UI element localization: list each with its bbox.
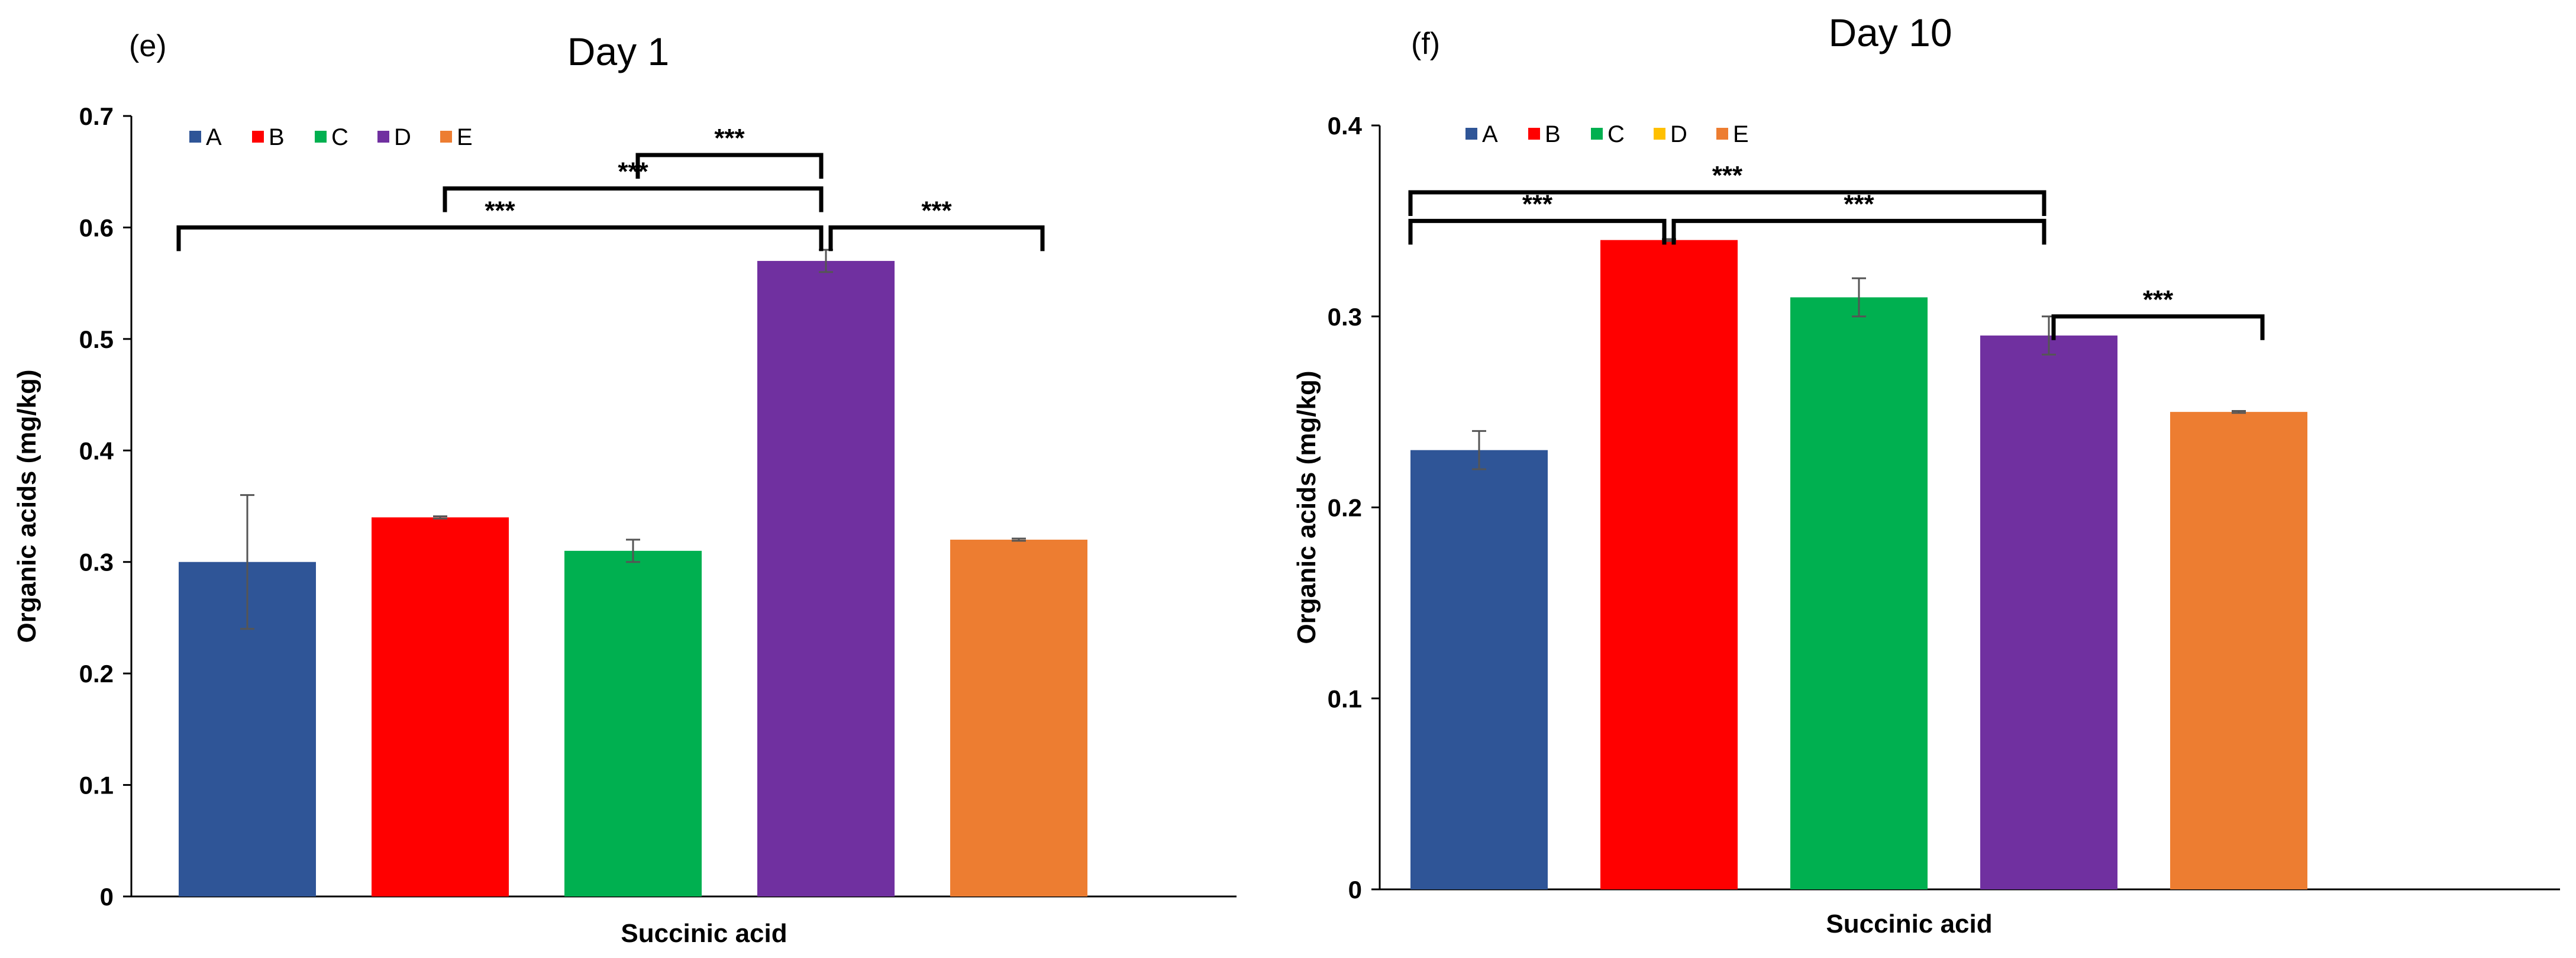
chart-e: Day 1 0 0.1 0.2 0.3 0.4 0.5 0.6 0.7 Organic acids…	[12, 30, 1237, 948]
legend-swatch	[1528, 128, 1540, 140]
bar-C	[564, 550, 702, 896]
panel-label: (e)	[129, 29, 167, 63]
x-axis-label: Succinic acid	[1826, 909, 1992, 938]
legend-swatch	[1591, 128, 1603, 140]
legend-label: B	[269, 124, 285, 150]
chart-panel-f: (f) Day 10 0 0.1 0.2 0.3 0.4 Organic acids (mg…	[1288, 0, 2576, 958]
significance-label: ***	[921, 196, 952, 225]
bar-D	[757, 260, 895, 896]
significance-bracket	[2051, 314, 2265, 340]
bar-A	[1410, 450, 1548, 889]
y-tick-label: 0.1	[1328, 685, 1362, 712]
significance-label: ***	[485, 196, 515, 225]
significance-label: ***	[1844, 189, 1874, 218]
chart-panel-e: (e) Day 1 0 0.1 0.2 0.3 0.4 0.5 0.6 0.7 Organic a…	[12, 29, 1237, 948]
significance-label: ***	[2143, 285, 2174, 314]
legend-label: C	[331, 124, 348, 150]
chart-title: Day 1	[567, 30, 669, 73]
y-tick-label: 0.1	[79, 772, 114, 799]
legend-swatch	[1716, 128, 1728, 140]
significance-bracket	[1408, 190, 2046, 216]
significance-bracket	[1408, 218, 1667, 245]
significance-label: ***	[1712, 161, 1743, 190]
legend-label: E	[1733, 121, 1749, 147]
legend-label: D	[394, 124, 411, 150]
significance-label: ***	[618, 157, 648, 186]
y-tick-label: 0	[1348, 876, 1362, 904]
significance-bracket	[1671, 218, 2046, 245]
y-tick-label: 0.4	[1328, 112, 1363, 140]
bar-B	[372, 517, 509, 896]
significance-bracket	[635, 153, 824, 179]
significance-bracket	[176, 225, 824, 251]
significance-label: ***	[1522, 189, 1553, 218]
legend-swatch	[440, 131, 452, 143]
legend-swatch	[377, 131, 389, 143]
legend-label: B	[1545, 121, 1561, 147]
y-tick-label: 0.3	[1328, 303, 1362, 331]
y-axis-label: Organic acids (mg/kg)	[1292, 370, 1321, 644]
bar-E	[950, 540, 1087, 896]
legend-swatch	[252, 131, 264, 143]
y-tick-label: 0.7	[79, 102, 114, 130]
y-axis-label: Organic acids (mg/kg)	[12, 369, 41, 643]
legend-label: A	[206, 124, 222, 150]
significance-bracket	[828, 225, 1045, 251]
y-tick-label: 0	[100, 883, 114, 911]
legend-label: E	[457, 124, 473, 150]
bar-B	[1600, 240, 1738, 889]
y-tick-label: 0.4	[79, 437, 114, 465]
legend-swatch	[1654, 128, 1665, 140]
bar-D	[1980, 336, 2117, 889]
legend-label: A	[1482, 121, 1498, 147]
panel-label: (f)	[1411, 27, 1441, 61]
significance-label: ***	[714, 124, 745, 153]
bar-E	[2170, 412, 2307, 889]
chart-f: Day 10 0 0.1 0.2 0.3 0.4 Organic acids (mg/kg)…	[1292, 11, 2560, 938]
y-tick-label: 0.2	[79, 660, 114, 688]
y-tick-label: 0.6	[79, 214, 114, 241]
chart-title: Day 10	[1828, 11, 1952, 54]
bar-C	[1790, 297, 1928, 890]
x-axis-label: Succinic acid	[621, 919, 787, 948]
legend-swatch	[315, 131, 327, 143]
legend-swatch	[189, 131, 201, 143]
y-tick-label: 0.5	[79, 325, 114, 353]
legend-swatch	[1465, 128, 1477, 140]
y-tick-label: 0.3	[79, 549, 114, 576]
legend-label: C	[1607, 121, 1625, 147]
legend-label: D	[1670, 121, 1687, 147]
significance-bracket	[443, 186, 824, 212]
y-tick-label: 0.2	[1328, 494, 1362, 522]
